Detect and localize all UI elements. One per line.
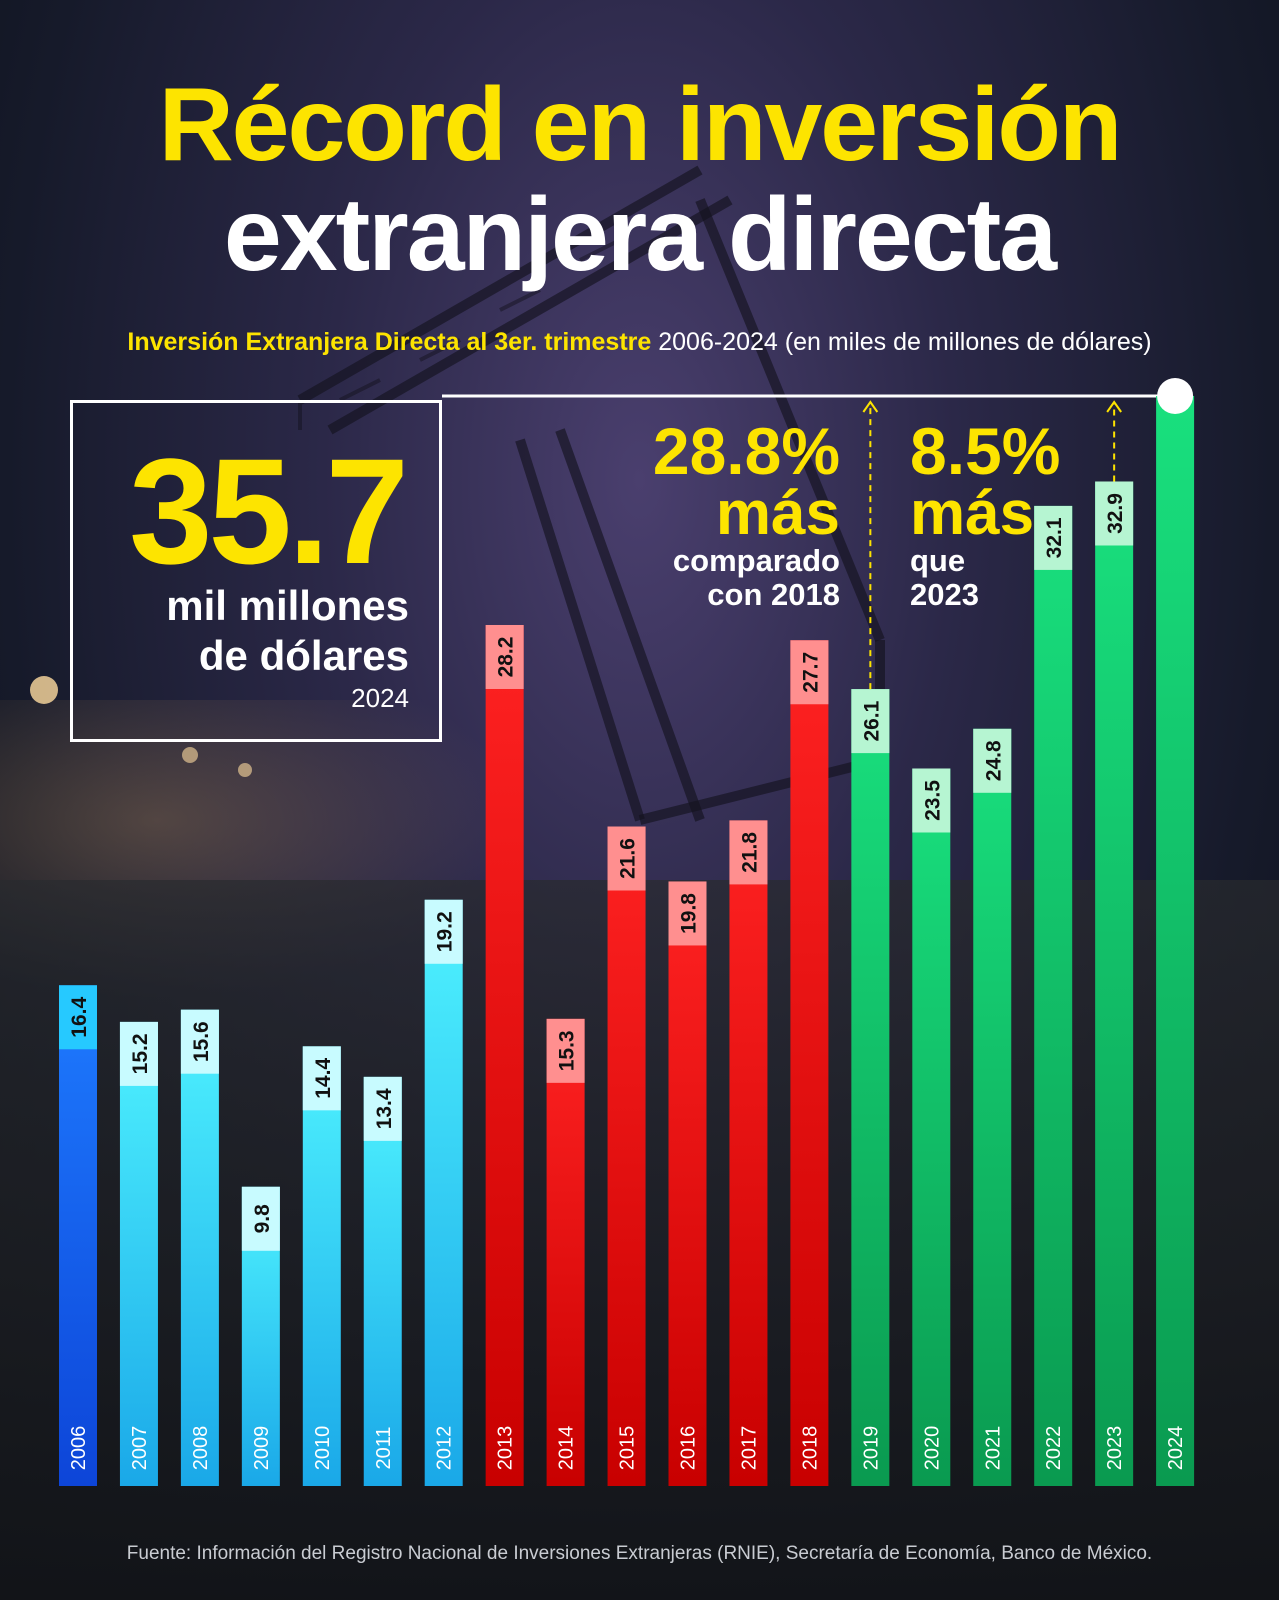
- bar-2018: [790, 640, 829, 1486]
- year-label-2016: 2016: [678, 1426, 700, 1471]
- comparison-2023-word: más: [910, 479, 1035, 548]
- value-label-2010: 14.4: [312, 1058, 335, 1099]
- subtitle-rest: 2006-2024 (en miles de millones de dólar…: [651, 328, 1152, 356]
- hero-unit: mil millones de dólares: [79, 581, 409, 681]
- source-note: Fuente: Información del Registro Naciona…: [126, 1543, 1153, 1564]
- year-label-2020: 2020: [921, 1426, 943, 1471]
- comparison-2023: 8.5% más que 2023: [910, 418, 1110, 612]
- comparison-2018-word: más: [715, 479, 840, 548]
- year-label-2012: 2012: [434, 1426, 456, 1471]
- year-label-2011: 2011: [373, 1426, 395, 1469]
- year-label-2022: 2022: [1043, 1426, 1065, 1471]
- bar-2023: [1095, 481, 1134, 1486]
- bar-2020: [912, 768, 951, 1486]
- year-label-2007: 2007: [129, 1426, 151, 1471]
- year-label-2019: 2019: [860, 1426, 882, 1471]
- hero-unit-line1: mil millones: [166, 582, 409, 629]
- hero-unit-line2: de dólares: [198, 632, 409, 679]
- bar-2016: [668, 881, 707, 1486]
- value-label-bg-2013: [485, 624, 524, 689]
- bar-2010: [302, 1046, 341, 1486]
- value-label-2018: 27.7: [799, 652, 822, 693]
- value-label-bg-2014: [546, 1018, 585, 1083]
- bar-2008: [180, 1009, 219, 1486]
- value-label-2021: 24.8: [982, 740, 1005, 781]
- comparison-2023-value: 8.5%: [910, 414, 1061, 488]
- value-label-2019: 26.1: [860, 700, 883, 741]
- value-label-bg-2023: [1095, 481, 1134, 546]
- year-label-2021: 2021: [982, 1426, 1004, 1471]
- value-label-2015: 21.6: [617, 838, 640, 879]
- value-label-bg-2022: [1034, 505, 1073, 570]
- value-label-2017: 21.8: [738, 832, 761, 873]
- comparison-2023-line2: 2023: [910, 577, 979, 612]
- year-label-2008: 2008: [190, 1426, 212, 1471]
- bar-2013: [485, 624, 524, 1486]
- value-label-bg-2007: [119, 1021, 158, 1086]
- value-label-2023: 32.9: [1104, 493, 1127, 534]
- comparison-2018-value: 28.8%: [652, 414, 840, 488]
- value-label-bg-2011: [363, 1076, 402, 1141]
- bar-2019: [851, 689, 890, 1486]
- comparison-2023-line1: que: [910, 543, 966, 578]
- comparison-2018-line2: con 2018: [707, 577, 840, 612]
- year-label-2015: 2015: [617, 1426, 639, 1471]
- value-label-bg-2006: [59, 985, 97, 1050]
- title-line2: extranjera directa: [223, 177, 1057, 293]
- value-label-2016: 19.8: [678, 893, 701, 934]
- value-label-bg-2009: [241, 1186, 280, 1251]
- year-label-2013: 2013: [495, 1426, 517, 1471]
- value-label-2006: 16.4: [68, 997, 91, 1038]
- hero-value: 35.7: [129, 427, 409, 595]
- bar-2014: [546, 1018, 585, 1486]
- value-label-2020: 23.5: [921, 780, 944, 821]
- value-label-bg-2010: [302, 1046, 341, 1111]
- title-line1: Récord en inversión: [158, 67, 1123, 183]
- hero-box: 35.7 mil millones de dólares 2024: [70, 400, 442, 742]
- bar-2006: [59, 985, 97, 1486]
- chart-subtitle: Inversión Extranjera Directa al 3er. tri…: [0, 328, 1279, 357]
- year-label-2024: 2024: [1165, 1426, 1187, 1471]
- arrow-2018-arrowhead: [862, 400, 879, 413]
- value-label-bg-2019: [851, 689, 890, 754]
- value-label-2012: 19.2: [434, 911, 457, 952]
- value-label-bg-2017: [729, 820, 768, 885]
- value-label-bg-2021: [973, 728, 1012, 793]
- year-label-2006: 2006: [68, 1426, 90, 1471]
- bar-2022: [1034, 505, 1073, 1486]
- year-label-2023: 2023: [1104, 1426, 1126, 1471]
- value-label-2013: 28.2: [495, 637, 518, 678]
- value-label-2008: 15.6: [190, 1021, 213, 1062]
- value-label-bg-2020: [912, 768, 951, 833]
- value-label-bg-2018: [790, 640, 829, 705]
- bar-2012: [424, 899, 463, 1486]
- value-label-bg-2012: [424, 899, 463, 964]
- value-label-bg-2008: [180, 1009, 219, 1074]
- year-label-2010: 2010: [312, 1426, 334, 1471]
- bar-2021: [973, 728, 1012, 1486]
- hero-year: 2024: [351, 683, 409, 713]
- bar-2017: [729, 820, 768, 1486]
- value-label-2009: 9.8: [251, 1204, 274, 1234]
- value-label-2011: 13.4: [373, 1088, 396, 1129]
- value-label-bg-2015: [607, 826, 646, 891]
- bar-2024: [1156, 396, 1195, 1486]
- comparison-2018: 28.8% más comparado con 2018: [640, 418, 840, 612]
- comparison-2018-line1: comparado: [672, 543, 840, 578]
- record-dot: [1157, 378, 1194, 414]
- value-label-bg-2016: [668, 881, 707, 946]
- year-label-2017: 2017: [738, 1426, 760, 1471]
- subtitle-highlight: Inversión Extranjera Directa al 3er. tri…: [127, 328, 652, 356]
- value-label-2014: 15.3: [556, 1030, 579, 1071]
- year-label-2014: 2014: [556, 1426, 578, 1471]
- year-label-2009: 2009: [251, 1426, 273, 1471]
- bar-2011: [363, 1076, 402, 1486]
- value-label-2007: 15.2: [129, 1033, 152, 1074]
- bar-2015: [607, 826, 646, 1486]
- value-label-2022: 32.1: [1043, 517, 1066, 558]
- arrow-2023-arrowhead: [1106, 400, 1122, 413]
- year-label-2018: 2018: [799, 1426, 821, 1471]
- bar-2007: [119, 1021, 158, 1486]
